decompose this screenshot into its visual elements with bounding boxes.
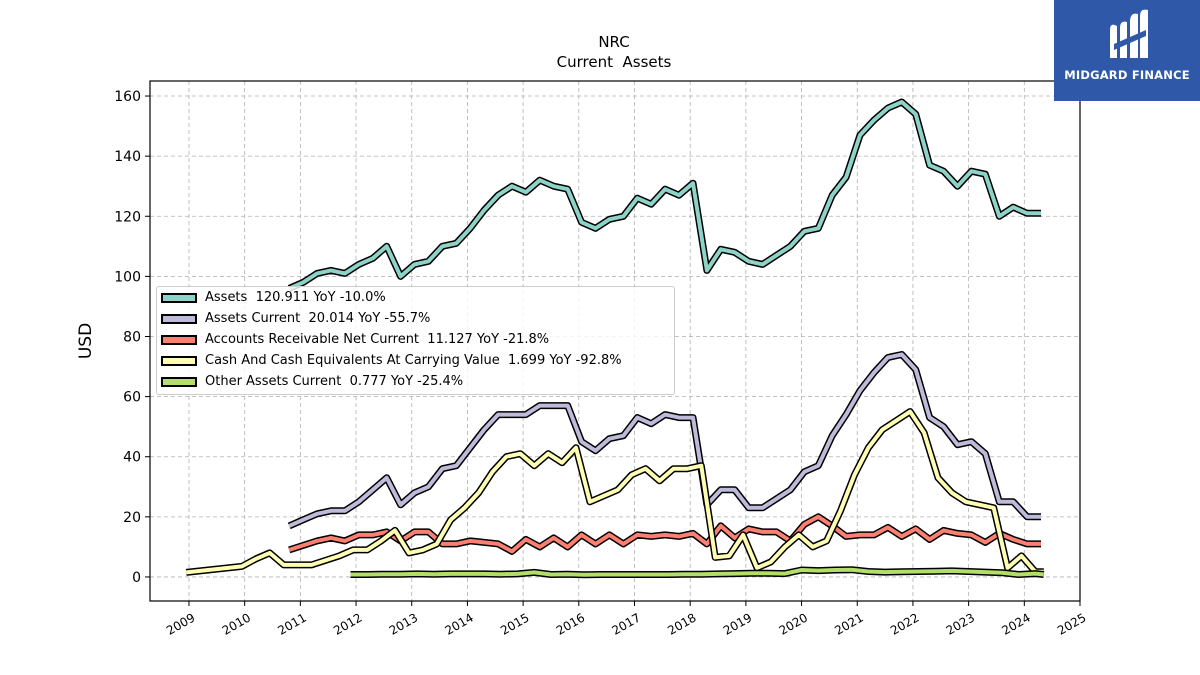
x-tick-label: 2009 (164, 610, 197, 637)
y-tick-label: 0 (132, 570, 141, 586)
series-line (288, 100, 1041, 291)
plot-frame (149, 80, 1081, 602)
x-tick-label: 2011 (275, 610, 308, 637)
legend-label-assets-current: Assets Current 20.014 YoY -55.7% (205, 311, 431, 326)
series-outline (287, 98, 1041, 292)
x-tick-label: 2012 (331, 610, 364, 637)
x-tick-label: 2022 (888, 610, 921, 637)
x-tick-label: 2018 (665, 610, 698, 637)
legend-label-cash: Cash And Cash Equivalents At Carrying Va… (205, 353, 622, 368)
x-tick-label: 2025 (1055, 610, 1088, 637)
y-tick-label: 60 (123, 390, 141, 406)
x-tick-label: 2013 (387, 610, 420, 637)
brand-name: MIDGARD FINANCE (1064, 68, 1190, 82)
x-tick-label: 2010 (220, 610, 253, 637)
series-line (288, 514, 1041, 554)
legend-label-accounts-receivable: Accounts Receivable Net Current 11.127 Y… (205, 332, 550, 347)
legend-label-assets: Assets 120.911 YoY -10.0% (205, 290, 386, 305)
x-tick-label: 2016 (554, 610, 587, 637)
brand-logo: MIDGARD FINANCE (1054, 0, 1200, 101)
legend-swatch-cash (161, 356, 197, 366)
series-assets (287, 98, 1041, 292)
legend: Assets 120.911 YoY -10.0% Assets Current… (156, 286, 675, 395)
x-tick-label: 2020 (777, 610, 810, 637)
legend-label-other-assets: Other Assets Current 0.777 YoY -25.4% (205, 374, 464, 389)
x-tick-label: 2019 (721, 610, 754, 637)
y-tick-label: 20 (123, 510, 141, 526)
legend-swatch-accounts-receivable (161, 335, 197, 345)
y-tick-label: 160 (114, 89, 141, 105)
series-other-assets-current (350, 566, 1045, 579)
series-layer (185, 98, 1045, 579)
series-line (185, 409, 1044, 575)
x-tick-label: 2021 (832, 610, 865, 637)
series-line (350, 567, 1045, 577)
y-tick-label: 100 (114, 269, 141, 285)
x-tick-label: 2017 (610, 610, 643, 637)
y-tick-label: 140 (114, 149, 141, 165)
y-tick-label: 120 (114, 209, 141, 225)
x-tick-label: 2024 (999, 610, 1032, 637)
x-tick-label: 2023 (944, 610, 977, 637)
x-axis: 2009 2010 2011 2012 2013 2014 2015 2016 2017 2018… (164, 601, 1089, 638)
legend-swatch-other-assets (161, 377, 197, 387)
y-tick-label: 80 (123, 329, 141, 345)
series-cash-and-cash-equivalents-at-carrying-value (185, 408, 1044, 576)
series-line (288, 352, 1041, 528)
y-axis-label: USD (76, 323, 96, 359)
y-tick-label: 40 (123, 450, 141, 466)
midgard-emblem-icon (1110, 9, 1148, 59)
legend-swatch-assets (161, 293, 197, 303)
chart-subtitle: Current Assets (557, 53, 672, 71)
legend-swatch-assets-current (161, 314, 197, 324)
y-axis: 0 20 40 60 80 100 120 140 160 (114, 89, 150, 586)
chart-title: NRC (598, 33, 629, 51)
series-accounts-receivable-net-current (288, 513, 1041, 555)
x-tick-label: 2015 (498, 610, 531, 637)
series-assets-current (287, 351, 1041, 530)
x-tick-label: 2014 (442, 610, 475, 637)
